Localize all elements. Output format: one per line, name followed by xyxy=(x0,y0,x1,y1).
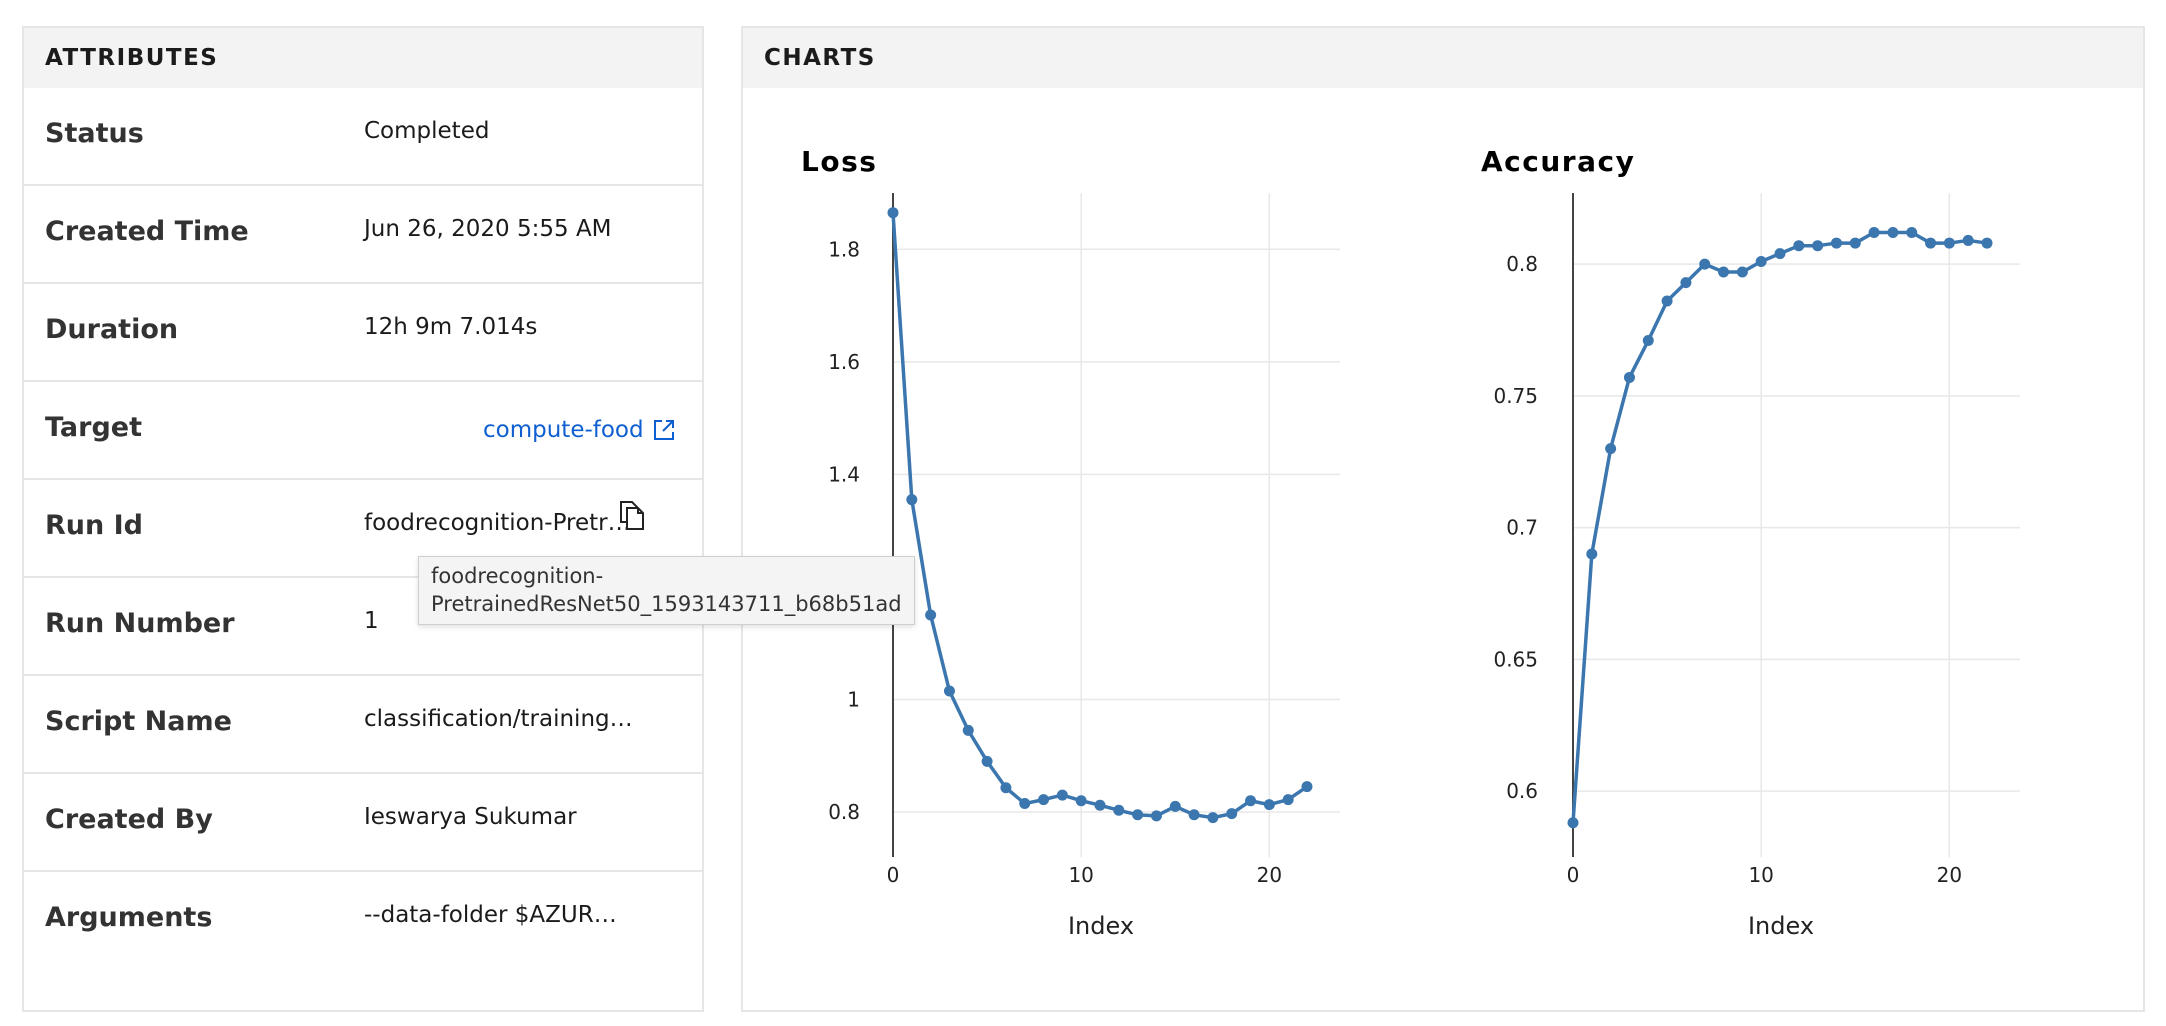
run-id-label: Run Id xyxy=(45,510,144,541)
created-by-label: Created By xyxy=(45,804,213,835)
created-time-value: Jun 26, 2020 5:55 AM xyxy=(364,216,612,242)
run-number-label: Run Number xyxy=(45,608,235,639)
loss-chart-title: Loss xyxy=(801,145,878,178)
created-time-label: Created Time xyxy=(45,216,249,247)
attr-row-run-id: Run Id foodrecognition-Pretr… xyxy=(24,480,702,578)
arguments-value: --data-folder $AZUR… xyxy=(364,902,617,928)
arguments-label: Arguments xyxy=(45,902,213,933)
charts-panel: CHARTS xyxy=(741,26,2145,1012)
attr-row-created-time: Created Time Jun 26, 2020 5:55 AM xyxy=(24,186,702,284)
run-id-value: foodrecognition-Pretr… xyxy=(364,510,631,536)
run-id-tooltip: foodrecognition- PretrainedResNet50_1593… xyxy=(418,556,915,625)
attr-row-run-number: Run Number 1 xyxy=(24,578,702,676)
attr-row-status: Status Completed xyxy=(24,88,702,186)
script-name-label: Script Name xyxy=(45,706,232,737)
script-name-value: classification/training… xyxy=(364,706,633,732)
attr-row-created-by: Created By Ieswarya Sukumar xyxy=(24,774,702,872)
status-label: Status xyxy=(45,118,144,149)
status-value: Completed xyxy=(364,118,490,144)
run-number-value: 1 xyxy=(364,608,379,634)
created-by-value: Ieswarya Sukumar xyxy=(364,804,577,830)
duration-value: 12h 9m 7.014s xyxy=(364,314,538,340)
attr-row-arguments: Arguments --data-folder $AZUR… xyxy=(24,872,702,970)
attr-row-duration: Duration 12h 9m 7.014s xyxy=(24,284,702,382)
accuracy-chart-title: Accuracy xyxy=(1481,145,1636,178)
attr-row-target: Target compute-food xyxy=(24,382,702,480)
copy-icon[interactable] xyxy=(618,498,648,532)
attributes-panel: ATTRIBUTES Status Completed Created Time… xyxy=(22,26,704,1012)
charts-header: CHARTS xyxy=(743,28,2143,88)
target-link-text[interactable]: compute-food xyxy=(483,417,644,443)
external-link-icon[interactable] xyxy=(652,418,676,442)
target-link[interactable]: compute-food xyxy=(483,417,676,443)
duration-label: Duration xyxy=(45,314,179,345)
attr-row-script-name: Script Name classification/training… xyxy=(24,676,702,774)
attributes-header: ATTRIBUTES xyxy=(24,28,702,88)
target-label: Target xyxy=(45,412,143,443)
